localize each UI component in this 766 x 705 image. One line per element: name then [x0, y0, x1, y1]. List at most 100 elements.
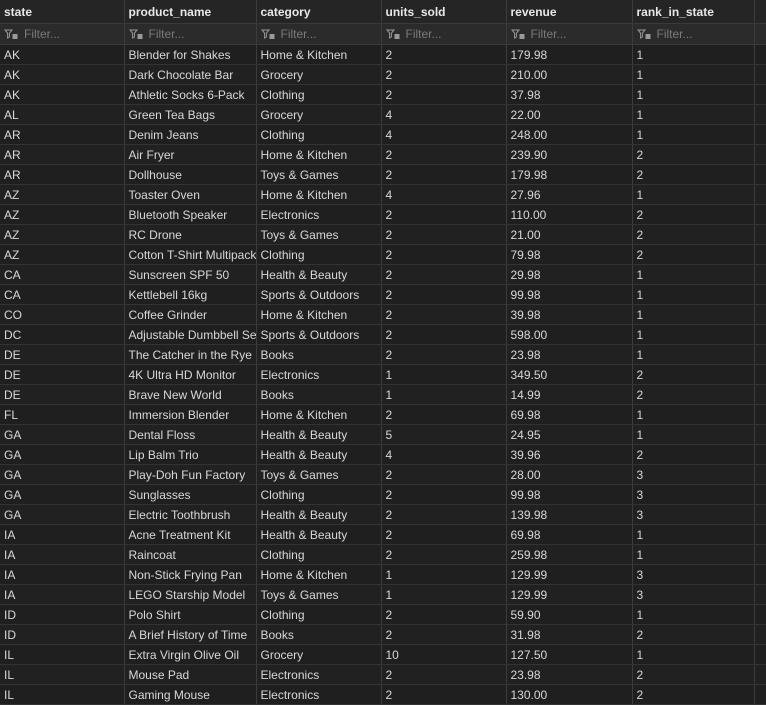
cell-category[interactable]: Grocery	[256, 644, 382, 665]
filter-icon[interactable]	[636, 28, 651, 40]
cell-state[interactable]: CO	[0, 304, 125, 325]
cell-units-sold[interactable]: 4	[381, 184, 507, 205]
cell-product-name[interactable]: A Brief History of Time	[124, 624, 257, 645]
cell-state[interactable]: IL	[0, 664, 125, 685]
cell-state[interactable]: AZ	[0, 244, 125, 265]
cell-revenue[interactable]: 129.99	[506, 584, 633, 605]
cell-revenue[interactable]: 22.00	[506, 104, 633, 125]
cell-product-name[interactable]: Bluetooth Speaker	[124, 204, 257, 225]
cell-product-name[interactable]: Lip Balm Trio	[124, 444, 257, 465]
cell-product-name[interactable]: Toaster Oven	[124, 184, 257, 205]
cell-rank-in-state[interactable]: 1	[632, 324, 755, 345]
filter-input-rank-in-state[interactable]	[656, 27, 747, 41]
cell-category[interactable]: Health & Beauty	[256, 264, 382, 285]
cell-rank-in-state[interactable]: 1	[632, 84, 755, 105]
cell-revenue[interactable]: 259.98	[506, 544, 633, 565]
cell-rank-in-state[interactable]: 2	[632, 204, 755, 225]
cell-state[interactable]: GA	[0, 464, 125, 485]
cell-category[interactable]: Clothing	[256, 84, 382, 105]
table-row[interactable]: AK Blender for Shakes Home & Kitchen 2 179.9…	[0, 44, 766, 65]
cell-state[interactable]: DE	[0, 364, 125, 385]
cell-rank-in-state[interactable]: 3	[632, 484, 755, 505]
cell-units-sold[interactable]: 2	[381, 484, 507, 505]
table-row[interactable]: ID Polo Shirt Clothing 2 59.90 1	[0, 604, 766, 625]
filter-icon[interactable]	[128, 28, 143, 40]
table-row[interactable]: AR Air Fryer Home & Kitchen 2 239.90 2	[0, 144, 766, 165]
cell-units-sold[interactable]: 2	[381, 504, 507, 525]
cell-state[interactable]: IA	[0, 544, 125, 565]
cell-product-name[interactable]: Kettlebell 16kg	[124, 284, 257, 305]
column-header-state[interactable]: state	[0, 0, 125, 24]
cell-product-name[interactable]: Green Tea Bags	[124, 104, 257, 125]
table-row[interactable]: AL Green Tea Bags Grocery 4 22.00 1	[0, 104, 766, 125]
cell-units-sold[interactable]: 5	[381, 424, 507, 445]
table-row[interactable]: IA Acne Treatment Kit Health & Beauty 2 69.9…	[0, 524, 766, 545]
cell-rank-in-state[interactable]: 1	[632, 104, 755, 125]
cell-state[interactable]: IL	[0, 644, 125, 665]
cell-product-name[interactable]: 4K Ultra HD Monitor	[124, 364, 257, 385]
cell-state[interactable]: AR	[0, 164, 125, 185]
cell-revenue[interactable]: 129.99	[506, 564, 633, 585]
cell-rank-in-state[interactable]: 1	[632, 644, 755, 665]
cell-state[interactable]: AZ	[0, 184, 125, 205]
cell-state[interactable]: IL	[0, 684, 125, 705]
cell-category[interactable]: Clothing	[256, 124, 382, 145]
table-row[interactable]: GA Play-Doh Fun Factory Toys & Games 2 28.00…	[0, 464, 766, 485]
cell-category[interactable]: Toys & Games	[256, 164, 382, 185]
cell-category[interactable]: Electronics	[256, 204, 382, 225]
table-row[interactable]: IA Non-Stick Frying Pan Home & Kitchen 1 129…	[0, 564, 766, 585]
cell-state[interactable]: DE	[0, 344, 125, 365]
column-header-revenue[interactable]: revenue	[506, 0, 633, 24]
cell-category[interactable]: Electronics	[256, 684, 382, 705]
cell-product-name[interactable]: Brave New World	[124, 384, 257, 405]
cell-state[interactable]: GA	[0, 424, 125, 445]
cell-category[interactable]: Health & Beauty	[256, 504, 382, 525]
cell-category[interactable]: Health & Beauty	[256, 424, 382, 445]
cell-revenue[interactable]: 248.00	[506, 124, 633, 145]
cell-rank-in-state[interactable]: 1	[632, 304, 755, 325]
cell-category[interactable]: Sports & Outdoors	[256, 324, 382, 345]
cell-rank-in-state[interactable]: 1	[632, 344, 755, 365]
cell-units-sold[interactable]: 2	[381, 244, 507, 265]
cell-category[interactable]: Sports & Outdoors	[256, 284, 382, 305]
filter-icon[interactable]	[260, 28, 275, 40]
table-row[interactable]: AZ Cotton T-Shirt Multipack Clothing 2 79.98…	[0, 244, 766, 265]
cell-rank-in-state[interactable]: 1	[632, 404, 755, 425]
filter-input-units-sold[interactable]	[405, 27, 496, 41]
column-header-product-name[interactable]: product_name	[124, 0, 257, 24]
cell-product-name[interactable]: Dark Chocolate Bar	[124, 64, 257, 85]
cell-units-sold[interactable]: 2	[381, 304, 507, 325]
cell-product-name[interactable]: Electric Toothbrush	[124, 504, 257, 525]
cell-category[interactable]: Health & Beauty	[256, 444, 382, 465]
cell-category[interactable]: Electronics	[256, 664, 382, 685]
cell-state[interactable]: DC	[0, 324, 125, 345]
cell-units-sold[interactable]: 2	[381, 544, 507, 565]
cell-state[interactable]: AZ	[0, 224, 125, 245]
cell-rank-in-state[interactable]: 2	[632, 164, 755, 185]
filter-input-state[interactable]	[24, 27, 114, 41]
cell-rank-in-state[interactable]: 1	[632, 604, 755, 625]
cell-product-name[interactable]: Athletic Socks 6-Pack	[124, 84, 257, 105]
cell-product-name[interactable]: Play-Doh Fun Factory	[124, 464, 257, 485]
cell-units-sold[interactable]: 2	[381, 324, 507, 345]
table-row[interactable]: CA Kettlebell 16kg Sports & Outdoors 2 99.98…	[0, 284, 766, 305]
cell-rank-in-state[interactable]: 1	[632, 124, 755, 145]
cell-category[interactable]: Books	[256, 384, 382, 405]
cell-units-sold[interactable]: 2	[381, 164, 507, 185]
cell-rank-in-state[interactable]: 1	[632, 524, 755, 545]
table-row[interactable]: GA Lip Balm Trio Health & Beauty 4 39.96 2	[0, 444, 766, 465]
cell-rank-in-state[interactable]: 1	[632, 424, 755, 445]
cell-state[interactable]: CA	[0, 264, 125, 285]
cell-product-name[interactable]: RC Drone	[124, 224, 257, 245]
cell-product-name[interactable]: The Catcher in the Rye	[124, 344, 257, 365]
cell-units-sold[interactable]: 2	[381, 84, 507, 105]
table-row[interactable]: AR Dollhouse Toys & Games 2 179.98 2	[0, 164, 766, 185]
cell-category[interactable]: Electronics	[256, 364, 382, 385]
cell-revenue[interactable]: 99.98	[506, 284, 633, 305]
cell-revenue[interactable]: 23.98	[506, 344, 633, 365]
cell-product-name[interactable]: Cotton T-Shirt Multipack	[124, 244, 257, 265]
cell-category[interactable]: Home & Kitchen	[256, 404, 382, 425]
cell-revenue[interactable]: 23.98	[506, 664, 633, 685]
cell-category[interactable]: Books	[256, 344, 382, 365]
cell-revenue[interactable]: 110.00	[506, 204, 633, 225]
